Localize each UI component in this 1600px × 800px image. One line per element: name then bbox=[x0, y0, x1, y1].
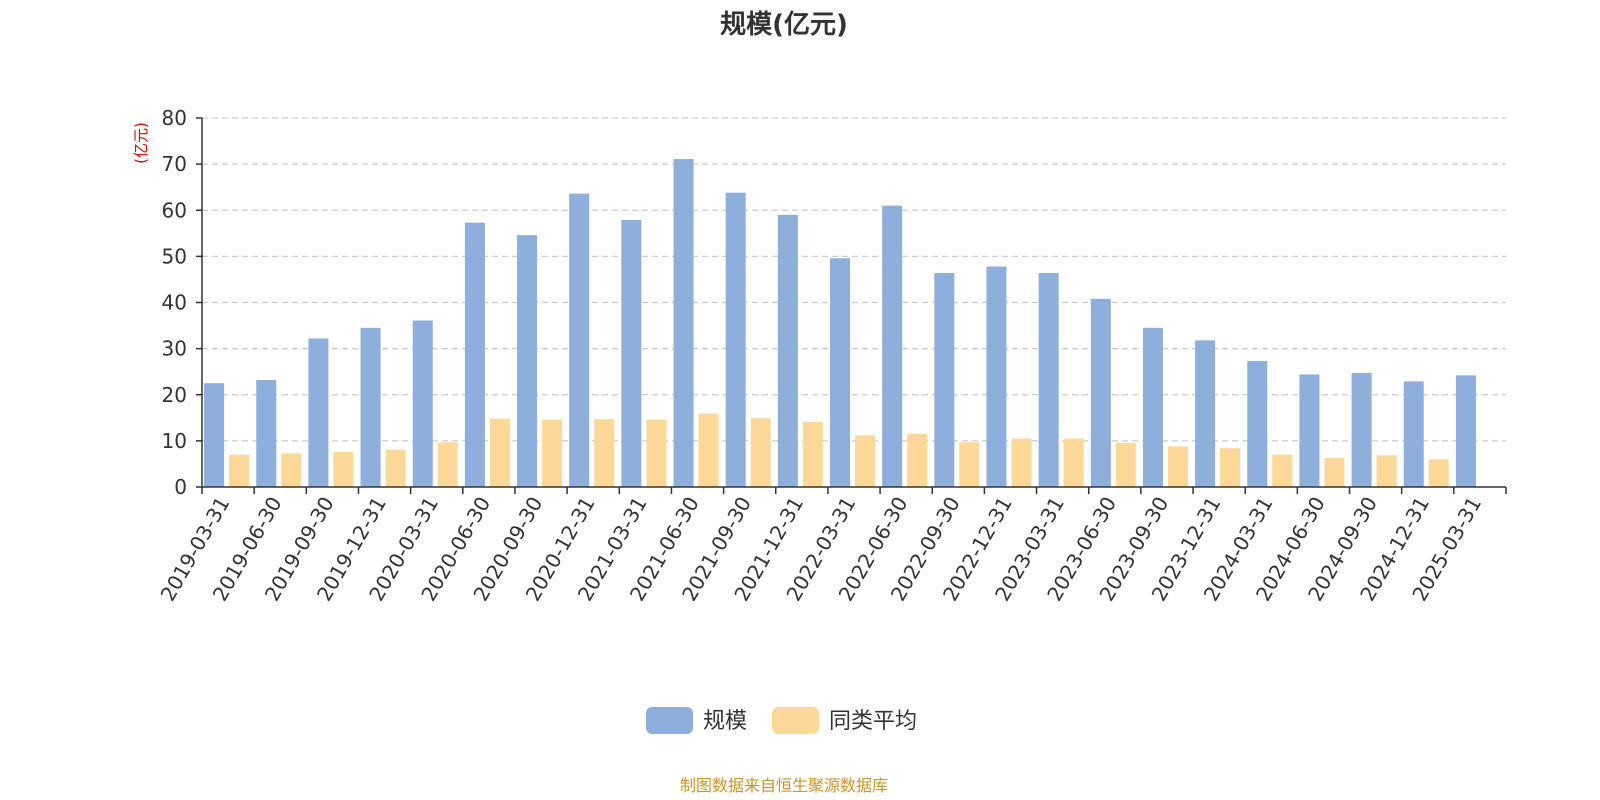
bar-peer-average bbox=[1063, 438, 1084, 487]
bar-peer-average bbox=[698, 413, 719, 487]
y-tick-label: 30 bbox=[162, 337, 187, 361]
bar-scale bbox=[1090, 298, 1111, 487]
bar-scale bbox=[621, 219, 642, 487]
bar-scale bbox=[986, 266, 1007, 487]
bar-peer-average bbox=[1428, 459, 1449, 487]
bar-peer-average bbox=[1011, 438, 1032, 487]
bar-scale bbox=[1299, 374, 1320, 487]
bar-peer-average bbox=[542, 419, 563, 487]
bar-peer-average bbox=[750, 418, 771, 487]
bar-scale bbox=[1351, 373, 1372, 487]
bar-scale bbox=[725, 192, 746, 487]
bar-scale bbox=[1195, 340, 1216, 487]
y-tick-label: 60 bbox=[162, 198, 187, 222]
legend-swatch bbox=[646, 707, 693, 734]
bar-peer-average bbox=[385, 449, 406, 487]
bar-scale bbox=[673, 159, 694, 487]
bar-peer-average bbox=[594, 419, 615, 487]
bar-scale bbox=[204, 383, 225, 487]
bar-scale bbox=[1247, 361, 1268, 487]
bar-scale bbox=[830, 258, 850, 487]
bar-scale bbox=[1038, 272, 1059, 487]
legend-item[interactable]: 同类平均 bbox=[772, 707, 917, 734]
bar-peer-average bbox=[907, 433, 928, 487]
y-tick-label: 50 bbox=[162, 244, 187, 268]
bar-peer-average bbox=[646, 419, 667, 487]
bar-peer-average bbox=[1115, 442, 1136, 487]
bar-scale bbox=[1142, 327, 1163, 487]
chart-title: 规模(亿元) bbox=[720, 10, 848, 40]
grid-lines bbox=[202, 117, 1506, 442]
bar-peer-average bbox=[1167, 446, 1188, 487]
bar-scale bbox=[882, 205, 903, 487]
bar-scale bbox=[464, 222, 485, 488]
bar-peer-average bbox=[333, 451, 354, 487]
y-tick-label: 70 bbox=[162, 152, 187, 176]
bar-peer-average bbox=[437, 442, 458, 487]
bar-peer-average bbox=[1324, 457, 1345, 487]
bar-scale bbox=[569, 193, 590, 487]
y-tick-label: 80 bbox=[162, 106, 187, 130]
y-tick-label: 10 bbox=[162, 429, 187, 453]
y-tick-label: 0 bbox=[174, 475, 187, 499]
bar-scale bbox=[360, 327, 381, 487]
source-note: 制图数据来自恒生聚源数据库 bbox=[680, 776, 888, 795]
bar-peer-average bbox=[802, 421, 823, 487]
bar-peer-average bbox=[959, 442, 980, 487]
y-axis-unit-label: (亿元) bbox=[132, 122, 150, 164]
legend-label: 规模 bbox=[703, 709, 747, 734]
legend-item[interactable]: 规模 bbox=[646, 707, 747, 734]
bar-peer-average bbox=[1220, 448, 1241, 487]
bar-scale bbox=[517, 235, 538, 487]
bar-scale bbox=[256, 379, 277, 487]
y-tick-label: 40 bbox=[162, 291, 187, 315]
bar-scale bbox=[1403, 381, 1424, 487]
bar-peer-average bbox=[281, 453, 302, 487]
legend[interactable]: 规模 同类平均 bbox=[646, 707, 917, 734]
legend-label: 同类平均 bbox=[829, 709, 917, 734]
bar-peer-average bbox=[1376, 455, 1397, 487]
bar-scale bbox=[1455, 375, 1476, 487]
bar-scale bbox=[308, 338, 329, 487]
bar-peer-average bbox=[489, 418, 510, 487]
bar-peer-average bbox=[1272, 454, 1293, 487]
bar-peer-average bbox=[229, 454, 250, 487]
y-tick-label: 20 bbox=[162, 383, 187, 407]
legend-swatch bbox=[772, 707, 819, 734]
bar-peer-average bbox=[855, 435, 875, 487]
bar-scale bbox=[412, 320, 433, 487]
bar-scale bbox=[934, 272, 955, 487]
bars bbox=[204, 159, 1476, 488]
bar-scale bbox=[777, 214, 798, 488]
